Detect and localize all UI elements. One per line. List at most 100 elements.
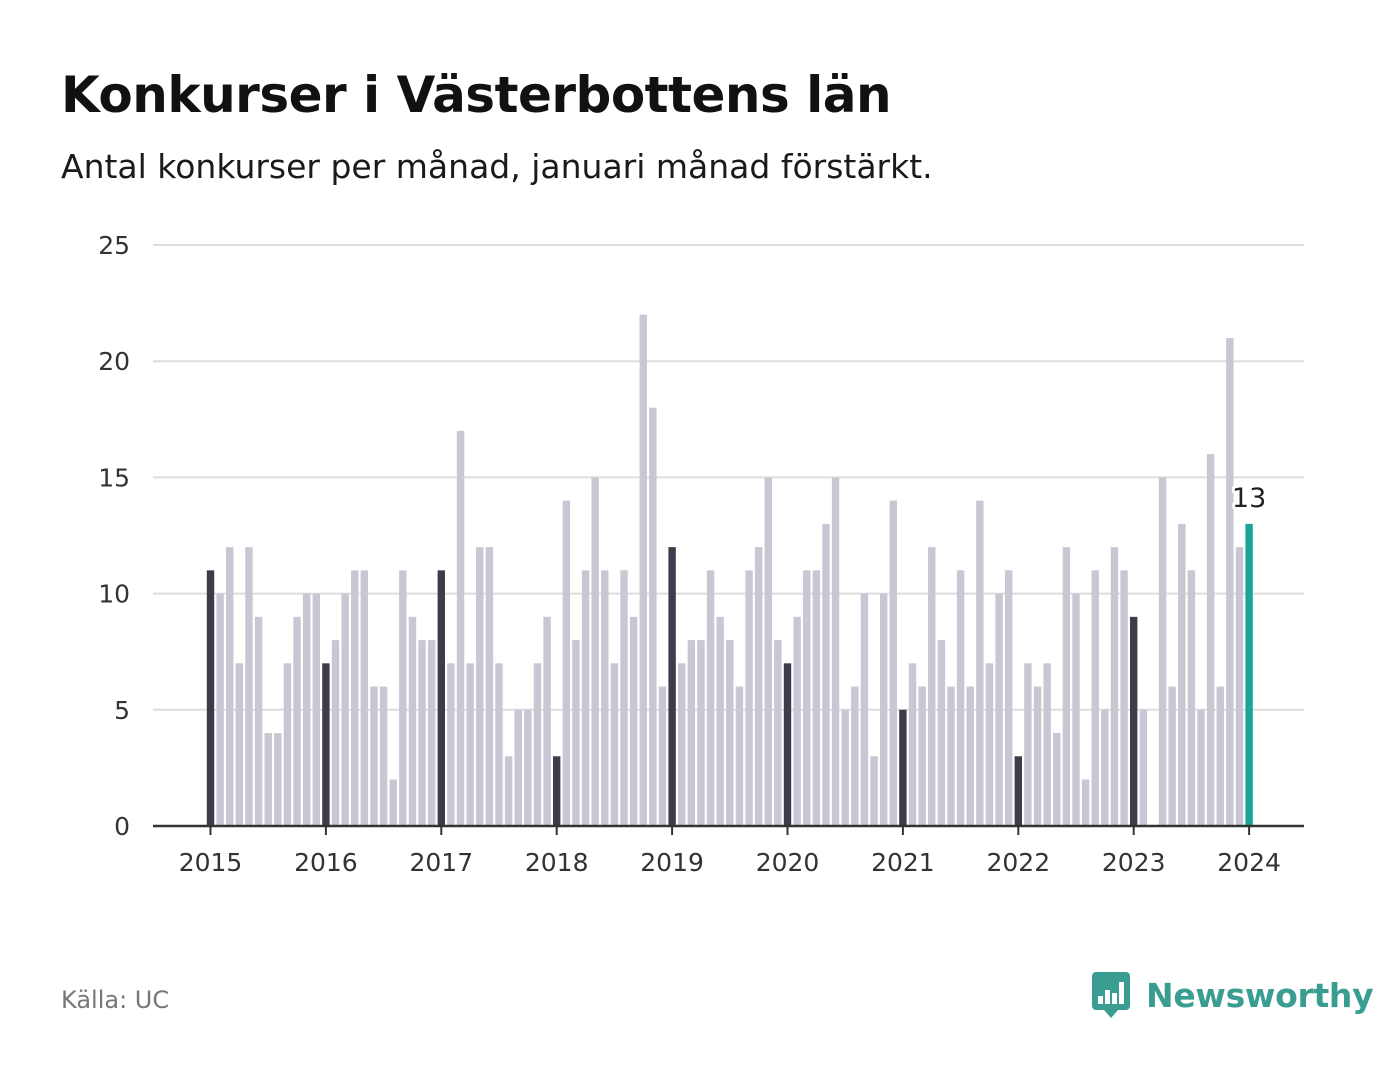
bar bbox=[216, 593, 224, 826]
bar-january bbox=[322, 663, 330, 826]
bar bbox=[879, 593, 888, 826]
x-tick-label: 2023 bbox=[1102, 848, 1166, 877]
bar bbox=[1216, 686, 1224, 826]
bar bbox=[928, 547, 936, 826]
bar bbox=[572, 640, 580, 826]
bar bbox=[543, 616, 551, 826]
bar bbox=[485, 547, 494, 826]
bar bbox=[1024, 663, 1032, 826]
bar bbox=[245, 547, 253, 826]
x-tick-label: 2018 bbox=[525, 848, 589, 877]
bar bbox=[870, 756, 878, 826]
bar bbox=[274, 733, 282, 826]
y-tick-label: 15 bbox=[98, 463, 130, 492]
y-tick-label: 5 bbox=[114, 696, 130, 725]
bar bbox=[418, 640, 426, 826]
bar bbox=[341, 593, 349, 826]
bar bbox=[1158, 477, 1167, 826]
bar bbox=[1033, 686, 1042, 826]
bar bbox=[735, 686, 744, 826]
bar bbox=[226, 547, 234, 826]
bar bbox=[1110, 547, 1119, 826]
bar bbox=[235, 663, 244, 826]
latest-value-label: 13 bbox=[1232, 483, 1266, 514]
brand-name: Newsworthy bbox=[1146, 975, 1374, 1015]
bar bbox=[803, 570, 811, 826]
y-tick-label: 10 bbox=[98, 580, 130, 609]
bar-january bbox=[1130, 616, 1138, 826]
chart-title: Konkurser i Västerbottens län bbox=[61, 66, 892, 124]
bar bbox=[1235, 547, 1244, 826]
bar bbox=[774, 640, 782, 826]
bar bbox=[1091, 570, 1099, 826]
x-tick-label: 2016 bbox=[294, 848, 358, 877]
bar bbox=[1226, 337, 1234, 826]
brand-logo: Newsworthy bbox=[1090, 970, 1374, 1020]
bar bbox=[476, 547, 484, 826]
bar bbox=[687, 640, 696, 826]
x-tick-label: 2017 bbox=[409, 848, 473, 877]
bar-january bbox=[437, 570, 445, 826]
source-note: Källa: UC bbox=[61, 986, 170, 1014]
bar bbox=[514, 709, 522, 826]
bar bbox=[956, 570, 965, 826]
bar bbox=[985, 663, 994, 826]
bar-january bbox=[1014, 756, 1022, 826]
bar bbox=[466, 663, 474, 826]
bar bbox=[1206, 454, 1215, 826]
bar bbox=[351, 570, 359, 826]
bar bbox=[601, 570, 609, 826]
bar bbox=[1004, 570, 1013, 826]
bar bbox=[610, 663, 619, 826]
bar bbox=[841, 709, 849, 826]
bar bbox=[947, 686, 955, 826]
bar bbox=[745, 570, 753, 826]
bar bbox=[754, 547, 763, 826]
bar bbox=[1062, 547, 1071, 826]
bar bbox=[331, 640, 340, 826]
bar bbox=[283, 663, 292, 826]
bar bbox=[1053, 733, 1061, 826]
newsworthy-logo-icon bbox=[1092, 972, 1130, 1018]
bar bbox=[1178, 523, 1186, 826]
bar bbox=[908, 663, 917, 826]
bar bbox=[427, 640, 436, 826]
bar bbox=[649, 407, 657, 826]
bar bbox=[726, 640, 734, 826]
bar bbox=[995, 593, 1003, 826]
bar bbox=[312, 593, 320, 826]
bar bbox=[1101, 709, 1109, 826]
bar bbox=[764, 477, 772, 826]
bar bbox=[1043, 663, 1051, 826]
bar bbox=[629, 616, 638, 826]
bar bbox=[793, 616, 801, 826]
bar bbox=[937, 640, 946, 826]
bar bbox=[678, 663, 686, 826]
bar bbox=[1081, 779, 1090, 826]
bar-january bbox=[206, 570, 215, 826]
bar bbox=[976, 500, 984, 826]
bar bbox=[408, 616, 417, 826]
bar bbox=[697, 640, 705, 826]
bar-latest bbox=[1245, 523, 1253, 826]
bar bbox=[1072, 593, 1080, 826]
bar bbox=[264, 733, 272, 826]
bar bbox=[389, 779, 397, 826]
bar bbox=[1197, 709, 1205, 826]
bar bbox=[581, 570, 590, 826]
bar bbox=[524, 709, 532, 826]
bar bbox=[1168, 686, 1176, 826]
bar bbox=[495, 663, 503, 826]
bar bbox=[918, 686, 926, 826]
bar bbox=[504, 756, 513, 826]
x-tick-label: 2015 bbox=[179, 848, 243, 877]
bar bbox=[860, 593, 869, 826]
bar bbox=[533, 663, 542, 826]
bar bbox=[591, 477, 599, 826]
bar-chart: 0 5 10 15 20 25 2015 2016 2017 2018 2019 2020 2021 20… bbox=[98, 231, 1304, 877]
bar bbox=[360, 570, 369, 826]
bar bbox=[889, 500, 897, 826]
bar-january bbox=[668, 547, 676, 826]
bar bbox=[812, 570, 821, 826]
bar bbox=[658, 686, 667, 826]
